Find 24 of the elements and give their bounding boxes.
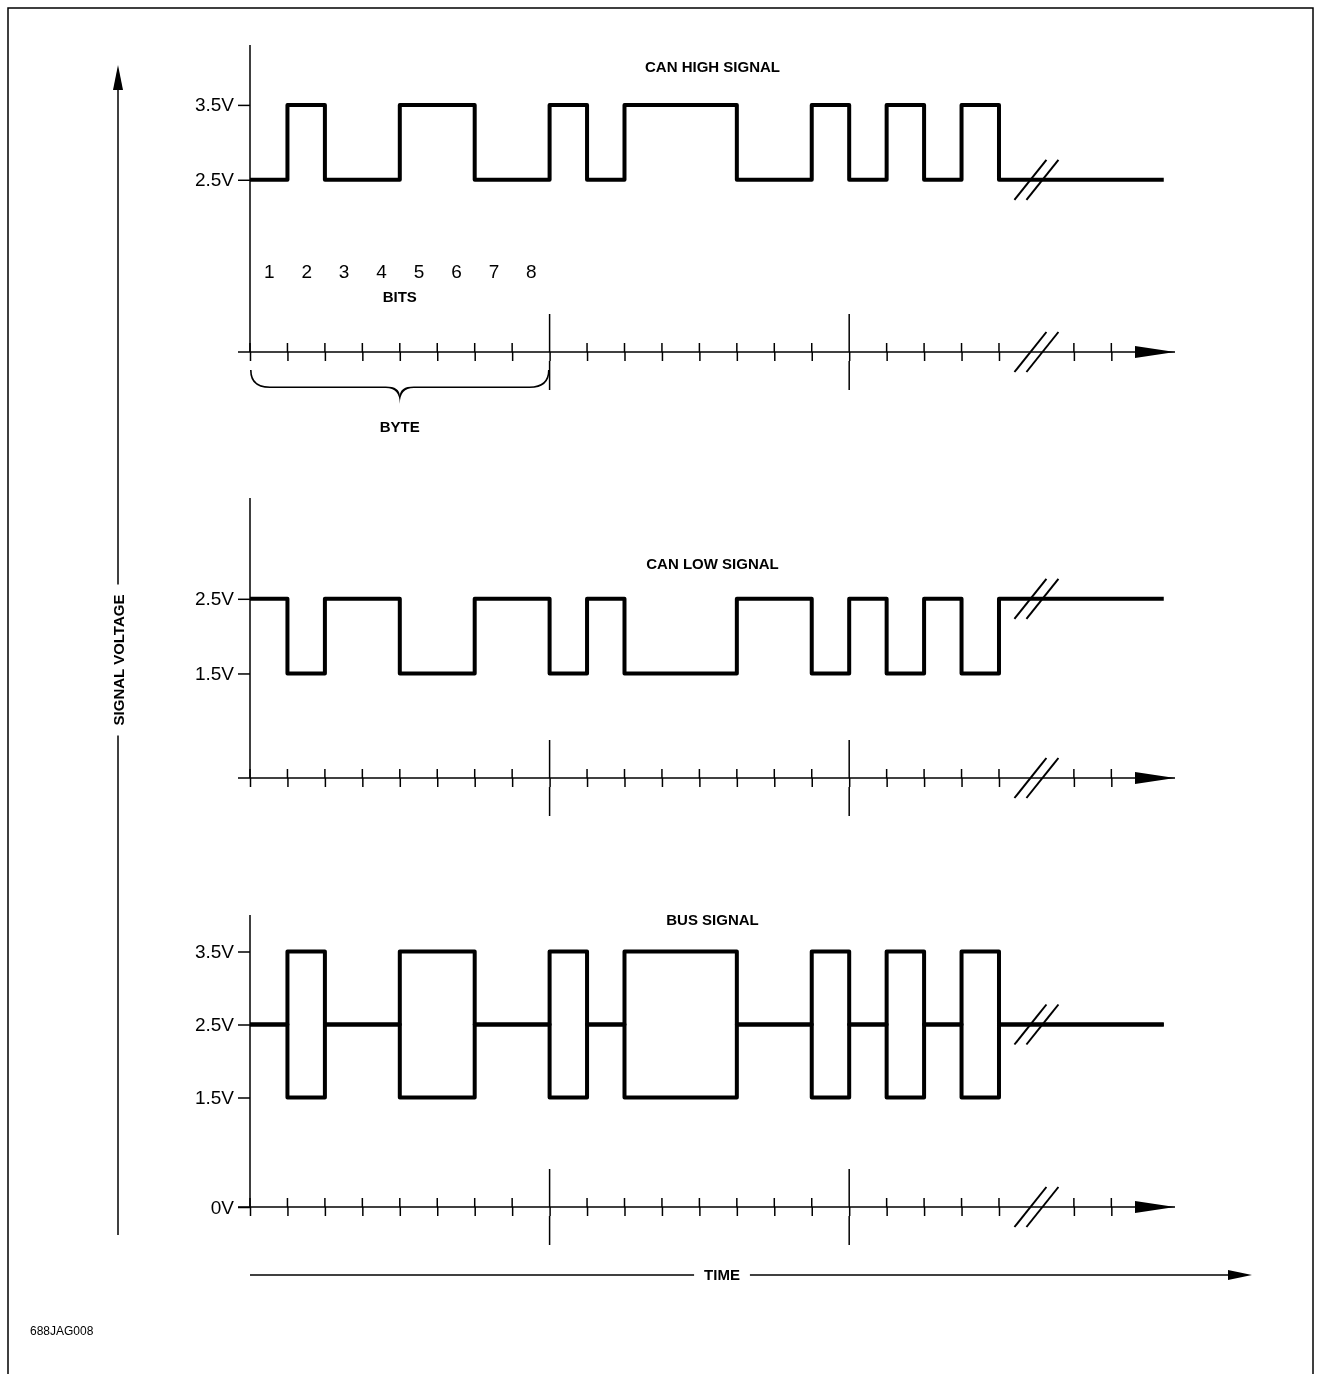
x-tick-label: 4 xyxy=(376,261,388,282)
y-tick-label: 2.5V xyxy=(194,588,235,610)
x-tick-label: 2 xyxy=(301,261,312,282)
y-tick-label: 2.5V xyxy=(194,169,235,191)
x-axis-title: TIME xyxy=(704,1266,740,1284)
text: BYTE xyxy=(379,418,420,435)
text: CAN HIGH SIGNAL xyxy=(645,58,780,75)
y-tick-label: 1.5V xyxy=(194,1087,235,1109)
chart-title: BUS SIGNAL xyxy=(666,911,759,928)
x-tick-label: 6 xyxy=(451,261,462,282)
x-tick-label: 7 xyxy=(488,261,500,282)
y-axis-title: SIGNAL VOLTAGE xyxy=(110,594,127,726)
x-tick-label: 1 xyxy=(263,261,275,282)
y-tick-label: 1.5V xyxy=(194,663,235,685)
annotation: BITS xyxy=(382,288,417,305)
x-tick-label: 5 xyxy=(413,261,425,282)
x-tick-label: 8 xyxy=(526,261,537,282)
x-tick-label: 3 xyxy=(338,261,350,282)
y-tick-label: 3.5V xyxy=(194,941,235,963)
y-tick-label: 3.5V xyxy=(194,94,235,116)
text: 688JAG008 xyxy=(30,1324,94,1338)
y-tick-label: 2.5V xyxy=(194,1014,235,1036)
y-tick-label: 0V xyxy=(210,1196,235,1218)
text: CAN LOW SIGNAL xyxy=(646,555,779,572)
